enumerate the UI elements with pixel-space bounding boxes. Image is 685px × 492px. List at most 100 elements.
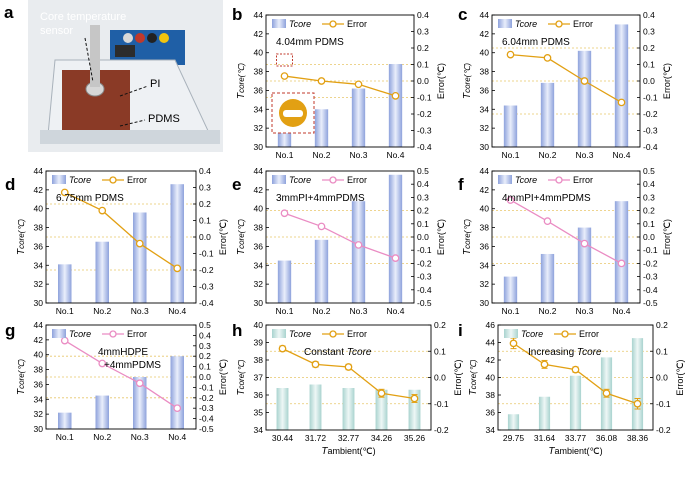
left-axis-title-suffix: core(℃): [17, 359, 26, 389]
legend-swatch-tcore: [498, 19, 512, 28]
xtick-label: No.1: [276, 306, 294, 316]
xtick-label: No.2: [313, 150, 331, 160]
left-axis-title: Tcore(℃): [16, 359, 27, 395]
y2tick-label: 0.1: [199, 216, 211, 226]
left-axis-title-suffix: core(℃): [17, 219, 26, 249]
xtick-label: 33.77: [565, 433, 587, 443]
ytick-label: 32: [34, 279, 44, 289]
legend-label-error: Error: [347, 19, 367, 29]
legend-label-tcore: Tcore: [289, 175, 311, 185]
chart-title-text: 4mmPI+4mmPDMS: [502, 193, 591, 204]
xtick-label: No.3: [131, 306, 149, 316]
xtick-label: 36.08: [596, 433, 618, 443]
y2tick-label: 0.0: [417, 76, 429, 86]
right-axis-title: Error(℃): [675, 359, 685, 395]
left-axis-title-prefix: T: [236, 248, 247, 255]
chart-title-text: 3mmPI+4mmPDMS: [276, 193, 365, 204]
bar-tcore: [276, 388, 289, 430]
ytick-label: 40: [254, 48, 264, 58]
ytick-label: 32: [254, 279, 264, 289]
xtick-label: No.2: [93, 432, 111, 442]
board-knob: [123, 33, 133, 43]
error-point: [377, 389, 386, 398]
y2tick-label: 0.1: [643, 60, 655, 70]
bar-tcore: [314, 239, 329, 303]
legend-label-tcore: Tcore: [515, 19, 537, 29]
chart-panel-f: f 30 32 34 36 38 40 42 44 -0.5 -0.4 -0.3 -0.2 -0.1 0.0…: [458, 166, 672, 316]
y2tick-label: 0.2: [656, 320, 668, 330]
left-axis-title-prefix: T: [236, 92, 247, 99]
label-pdms: PDMS: [148, 113, 180, 125]
board-chip: [115, 45, 135, 57]
ytick-label: 36: [254, 85, 264, 95]
chart-title-text: 4.04mm PDMS: [276, 37, 344, 48]
y2tick-label: -0.2: [434, 425, 449, 435]
ytick-label: 34: [480, 104, 490, 114]
ytick-label: 30: [254, 298, 264, 308]
bar-tcore: [133, 377, 147, 429]
y2tick-label: -0.4: [643, 285, 658, 295]
left-axis-title: Tcore(℃): [236, 219, 247, 255]
xtick-label: No.3: [131, 432, 149, 442]
y2tick-label: -0.3: [199, 403, 214, 413]
legend-swatch-error-marker: [561, 330, 569, 338]
bar-tcore: [569, 375, 582, 430]
xtick-label: No.3: [576, 150, 594, 160]
xtick-label: No.3: [576, 306, 594, 316]
y2tick-label: 0.0: [199, 232, 211, 242]
left-axis-title-suffix: core(℃): [463, 219, 472, 249]
chart-panel-h: h 34 35 36 37 38 39 40 -0.2 -0.1 0.0 0.1 0.2 30.44 31.…: [232, 320, 463, 457]
bottom-axis-title: Tambient(℃): [321, 446, 375, 457]
xtick-label: No.4: [613, 306, 631, 316]
ytick-label: 42: [254, 185, 264, 195]
xtick-label: 35.26: [404, 433, 426, 443]
ytick-label: 36: [34, 241, 44, 251]
error-point: [317, 77, 326, 85]
sensor-probe: [90, 25, 100, 87]
error-point: [280, 209, 289, 218]
inset-highlight-box: [276, 53, 293, 67]
bar-tcore: [351, 88, 366, 147]
ytick-label: 32: [254, 123, 264, 133]
y2tick-label: 0.1: [643, 219, 655, 229]
y2tick-label: 0.2: [643, 206, 655, 216]
y2tick-label: 0.0: [434, 373, 446, 383]
legend-tcore-prefix: T: [289, 19, 296, 29]
legend-swatch-tcore: [52, 175, 66, 184]
y2tick-label: -0.2: [417, 258, 432, 268]
legend-swatch-error-marker: [329, 176, 337, 184]
error-point: [278, 344, 287, 353]
bottom-axis-title-prefix: T: [548, 446, 555, 457]
ytick-label: 46: [486, 320, 496, 330]
chart-panel-g: g 30 32 34 36 38 40 42 44 -0.5-0.4-0.3-0.2-0.10.0…: [5, 320, 228, 442]
y2tick-label: 0.2: [417, 43, 429, 53]
ytick-label: 44: [34, 320, 44, 330]
ytick-label: 37: [254, 373, 264, 383]
ytick-label: 30: [34, 298, 44, 308]
error-point: [98, 206, 107, 215]
error-point: [135, 379, 144, 388]
y2tick-label: 0.4: [199, 166, 211, 176]
legend-tcore-prefix: T: [515, 175, 522, 185]
bar-tcore: [309, 384, 322, 430]
y2tick-label: -0.5: [199, 424, 214, 434]
xtick-label: No.4: [168, 306, 186, 316]
error-line: [64, 340, 178, 409]
xtick-label: No.4: [168, 432, 186, 442]
y2tick-label: -0.1: [199, 382, 214, 392]
error-point: [173, 264, 182, 273]
error-point: [633, 399, 642, 408]
ytick-label: 34: [34, 394, 44, 404]
error-point: [540, 360, 549, 369]
legend-swatch-tcore: [504, 329, 518, 338]
error-point: [311, 360, 320, 369]
chart-title-italic: Tcore: [347, 347, 372, 358]
y2tick-label: -0.1: [417, 245, 432, 255]
y2tick-label: -0.1: [656, 399, 671, 409]
y2tick-label: -0.1: [643, 245, 658, 255]
right-axis-title: Error(℃): [218, 219, 228, 255]
left-axis-title-suffix: core(℃): [463, 63, 472, 93]
error-line: [510, 199, 622, 264]
bar-tcore: [170, 184, 184, 303]
legend-label-tcore: Tcore: [289, 329, 311, 339]
